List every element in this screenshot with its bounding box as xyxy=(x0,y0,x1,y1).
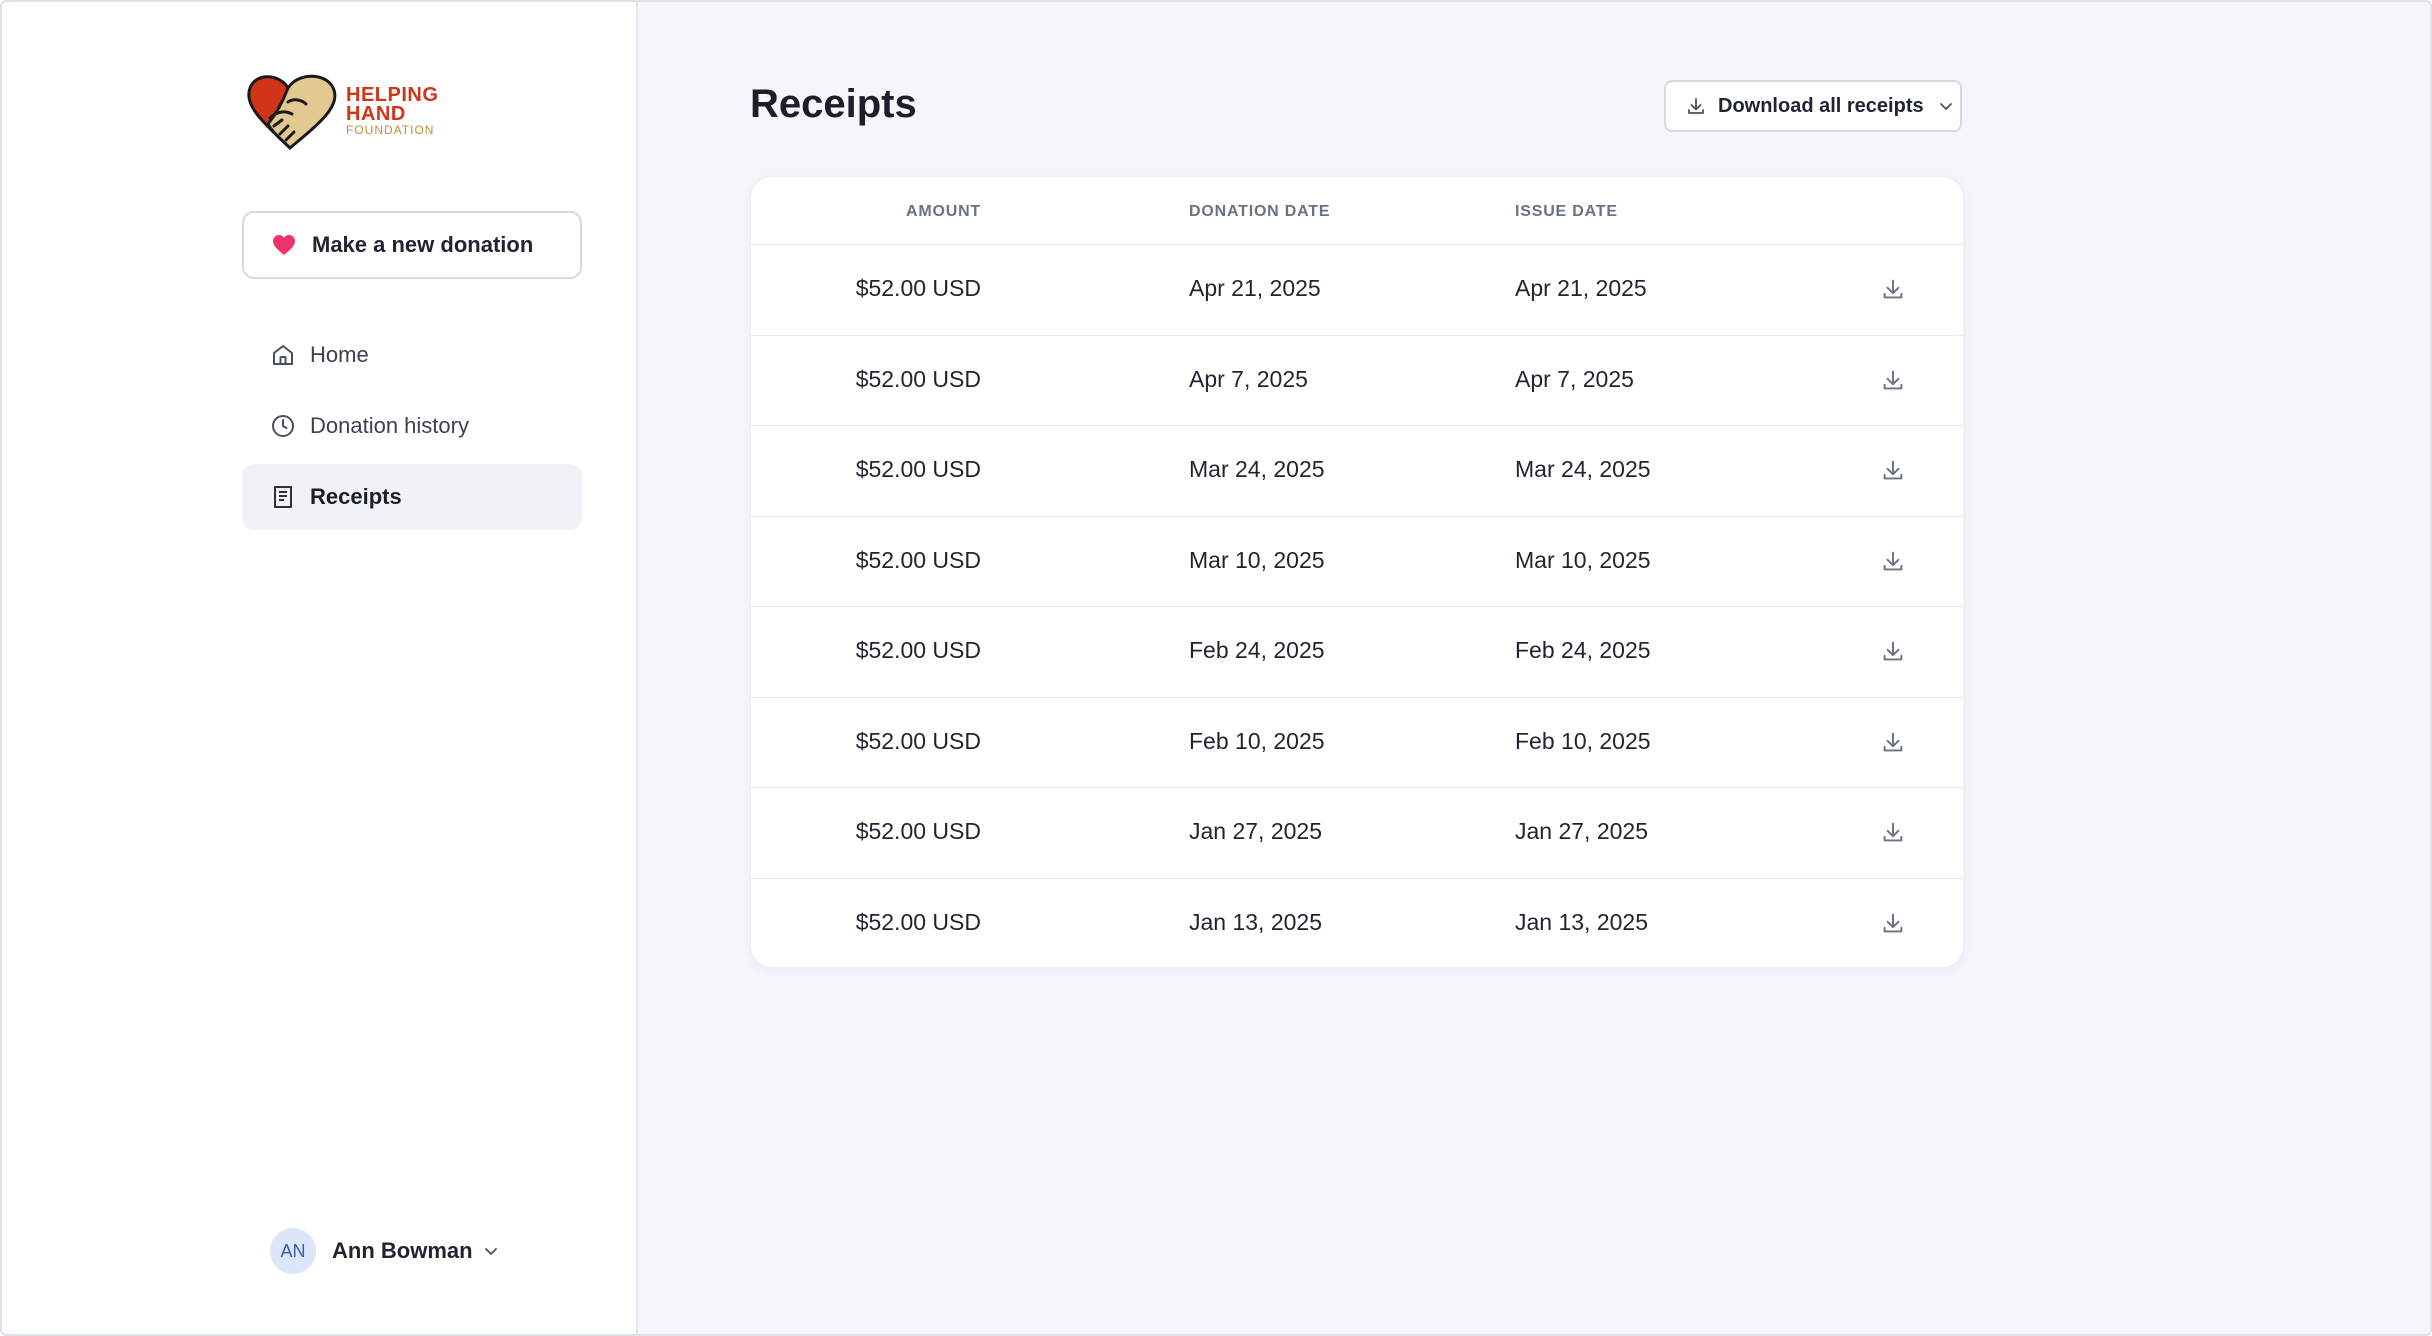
sidebar-item-home[interactable]: Home xyxy=(242,322,582,388)
sidebar-item-donation-history[interactable]: Donation history xyxy=(242,393,582,459)
download-all-receipts-button[interactable]: Download all receipts xyxy=(1664,80,1962,132)
main-content: Receipts Download all receipts AMOUNT DO… xyxy=(638,2,2430,1334)
sidebar-item-label: Donation history xyxy=(310,413,469,438)
sidebar-item-label: Receipts xyxy=(310,484,402,509)
download-icon xyxy=(1883,460,1903,480)
amount-cell: $52.00 USD xyxy=(855,546,981,573)
issue-date-cell: Apr 7, 2025 xyxy=(1515,365,1634,392)
sidebar-nav: Home Donation history Receipts xyxy=(242,322,582,535)
download-icon xyxy=(1883,279,1903,299)
donation-date-cell: Mar 10, 2025 xyxy=(1189,546,1325,573)
sidebar: HELPING HAND FOUNDATION Make a new donat… xyxy=(2,2,638,1334)
user-name: Ann Bowman xyxy=(332,1238,473,1263)
donation-date-cell: Jan 27, 2025 xyxy=(1189,818,1323,844)
table-row: $52.00 USD Feb 24, 2025 Feb 24, 2025 xyxy=(751,607,1963,698)
brand-logo[interactable]: HELPING HAND FOUNDATION xyxy=(242,68,452,158)
download-icon xyxy=(1883,732,1903,751)
amount-cell: $52.00 USD xyxy=(855,637,981,663)
sidebar-item-receipts[interactable]: Receipts xyxy=(242,464,582,530)
issue-date-cell: Mar 10, 2025 xyxy=(1515,546,1651,573)
issue-date-cell: Jan 27, 2025 xyxy=(1515,818,1649,844)
amount-cell: $52.00 USD xyxy=(855,275,981,301)
download-icon xyxy=(1883,913,1903,932)
download-receipt-button[interactable] xyxy=(1879,818,1907,846)
home-icon xyxy=(270,342,296,368)
brand-name-line1: HELPING xyxy=(346,84,439,106)
issue-date-cell: Apr 21, 2025 xyxy=(1515,275,1647,301)
chevron-down-icon xyxy=(1939,103,1952,110)
heart-icon xyxy=(273,235,295,255)
download-receipt-button[interactable] xyxy=(1879,547,1907,575)
amount-cell: $52.00 USD xyxy=(855,365,981,392)
chevron-down-icon xyxy=(484,1248,497,1255)
donation-date-cell: Feb 10, 2025 xyxy=(1189,727,1325,754)
table-row: $52.00 USD Jan 27, 2025 Jan 27, 2025 xyxy=(751,788,1963,879)
avatar: AN xyxy=(270,1228,316,1274)
brand-name-line2: HAND xyxy=(346,103,406,125)
table-row: $52.00 USD Mar 10, 2025 Mar 10, 2025 xyxy=(751,517,1963,607)
page-title: Receipts xyxy=(750,82,917,126)
donation-date-cell: Feb 24, 2025 xyxy=(1189,637,1325,663)
download-icon xyxy=(1883,370,1903,389)
brand-name-line3: FOUNDATION xyxy=(346,123,435,137)
download-receipt-button[interactable] xyxy=(1879,366,1907,394)
amount-cell: $52.00 USD xyxy=(855,727,981,754)
issue-date-cell: Feb 24, 2025 xyxy=(1515,637,1651,663)
issue-date-cell: Jan 13, 2025 xyxy=(1515,908,1649,935)
table-row: $52.00 USD Apr 7, 2025 Apr 7, 2025 xyxy=(751,336,1963,426)
receipts-table: AMOUNT DONATION DATE ISSUE DATE $52.00 U… xyxy=(750,176,1964,968)
receipt-icon xyxy=(270,484,296,510)
download-receipt-button[interactable] xyxy=(1879,909,1907,937)
table-row: $52.00 USD Mar 24, 2025 Mar 24, 2025 xyxy=(751,426,1963,517)
make-donation-label: Make a new donation xyxy=(312,232,534,257)
sidebar-item-label: Home xyxy=(310,342,369,367)
handshake-heart-icon xyxy=(247,74,337,151)
download-receipt-button[interactable] xyxy=(1879,456,1907,484)
column-header-amount: AMOUNT xyxy=(905,203,981,220)
table-header: AMOUNT DONATION DATE ISSUE DATE xyxy=(751,177,1963,245)
clock-icon xyxy=(270,413,296,439)
issue-date-cell: Feb 10, 2025 xyxy=(1515,727,1651,754)
donation-date-cell: Mar 24, 2025 xyxy=(1189,456,1325,482)
amount-cell: $52.00 USD xyxy=(855,908,981,935)
column-header-issue-date: ISSUE DATE xyxy=(1515,203,1618,220)
donation-date-cell: Jan 13, 2025 xyxy=(1189,908,1323,935)
donation-date-cell: Apr 21, 2025 xyxy=(1189,275,1321,301)
download-all-label: Download all receipts xyxy=(1718,94,1924,117)
donation-date-cell: Apr 7, 2025 xyxy=(1189,365,1308,392)
table-row: $52.00 USD Feb 10, 2025 Feb 10, 2025 xyxy=(751,698,1963,788)
user-menu[interactable]: AN Ann Bowman xyxy=(270,1228,499,1274)
amount-cell: $52.00 USD xyxy=(855,818,981,844)
download-icon xyxy=(1883,551,1903,570)
issue-date-cell: Mar 24, 2025 xyxy=(1515,456,1651,482)
download-icon xyxy=(1688,98,1704,114)
download-receipt-button[interactable] xyxy=(1879,637,1907,665)
table-row: $52.00 USD Jan 13, 2025 Jan 13, 2025 xyxy=(751,879,1963,968)
download-receipt-button[interactable] xyxy=(1879,728,1907,756)
download-icon xyxy=(1883,641,1903,661)
table-row: $52.00 USD Apr 21, 2025 Apr 21, 2025 xyxy=(751,245,1963,336)
download-receipt-button[interactable] xyxy=(1879,275,1907,303)
amount-cell: $52.00 USD xyxy=(855,456,981,482)
make-donation-button[interactable]: Make a new donation xyxy=(242,211,582,279)
download-icon xyxy=(1883,822,1903,842)
column-header-donation-date: DONATION DATE xyxy=(1189,203,1331,220)
